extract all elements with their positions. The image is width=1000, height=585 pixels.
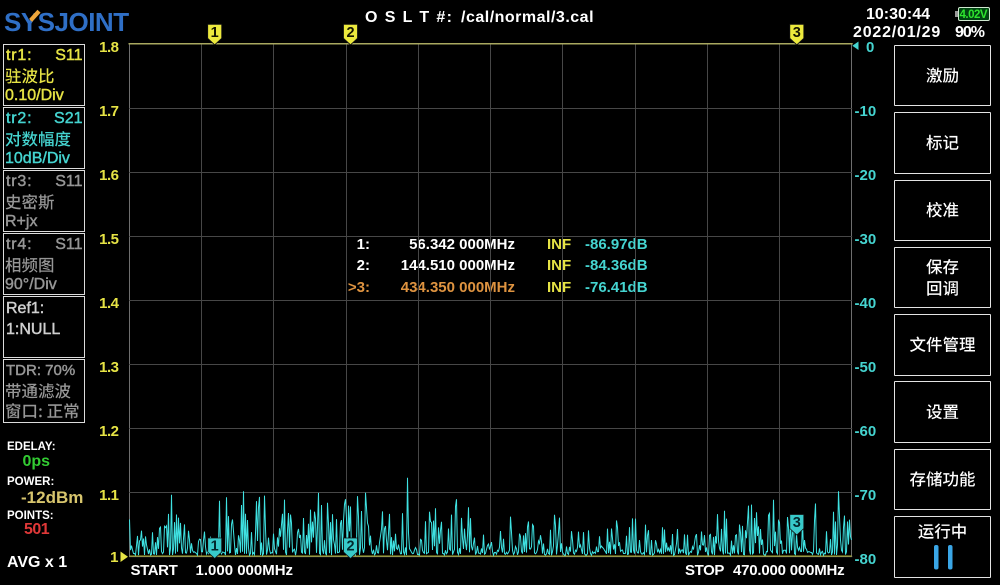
svg-text:1: 1 <box>211 539 219 555</box>
svg-text:2: 2 <box>346 539 354 555</box>
svg-text:3: 3 <box>793 25 801 41</box>
svg-text:2: 2 <box>346 25 354 41</box>
svg-text:1: 1 <box>211 25 219 41</box>
svg-text:3: 3 <box>793 515 801 531</box>
